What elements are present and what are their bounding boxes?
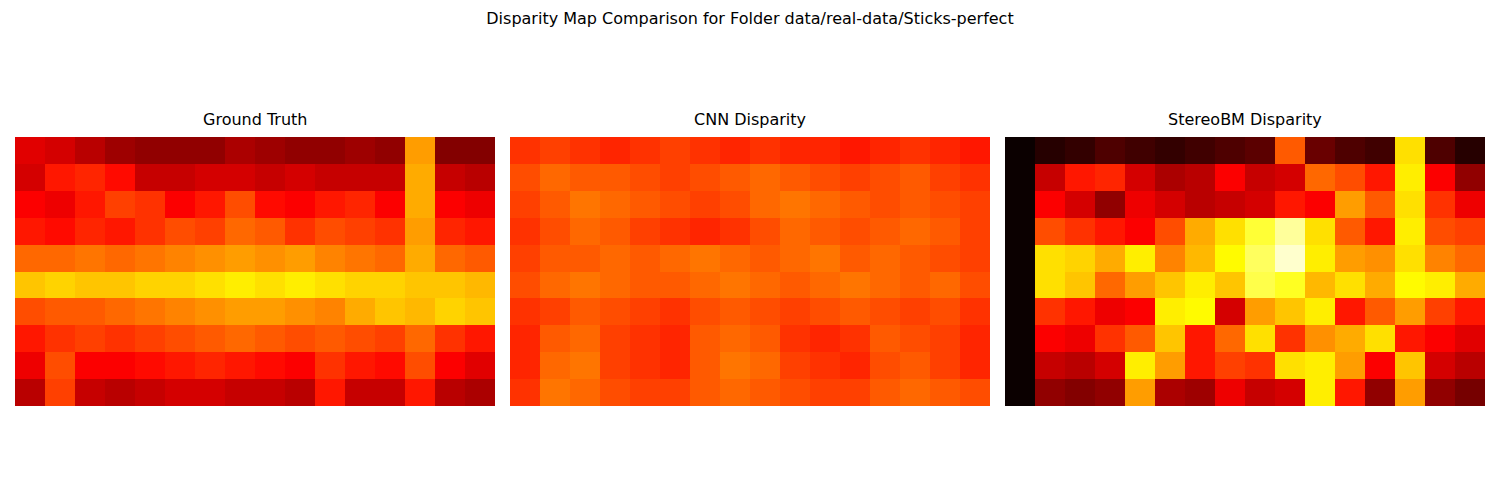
svg-text:StereoBM Disparity: StereoBM Disparity — [1168, 110, 1322, 129]
svg-text:CNN Disparity: CNN Disparity — [694, 110, 806, 129]
svg-text:Disparity Map Comparison for F: Disparity Map Comparison for Folder data… — [486, 9, 1013, 28]
svg-text:Ground Truth: Ground Truth — [203, 110, 308, 129]
